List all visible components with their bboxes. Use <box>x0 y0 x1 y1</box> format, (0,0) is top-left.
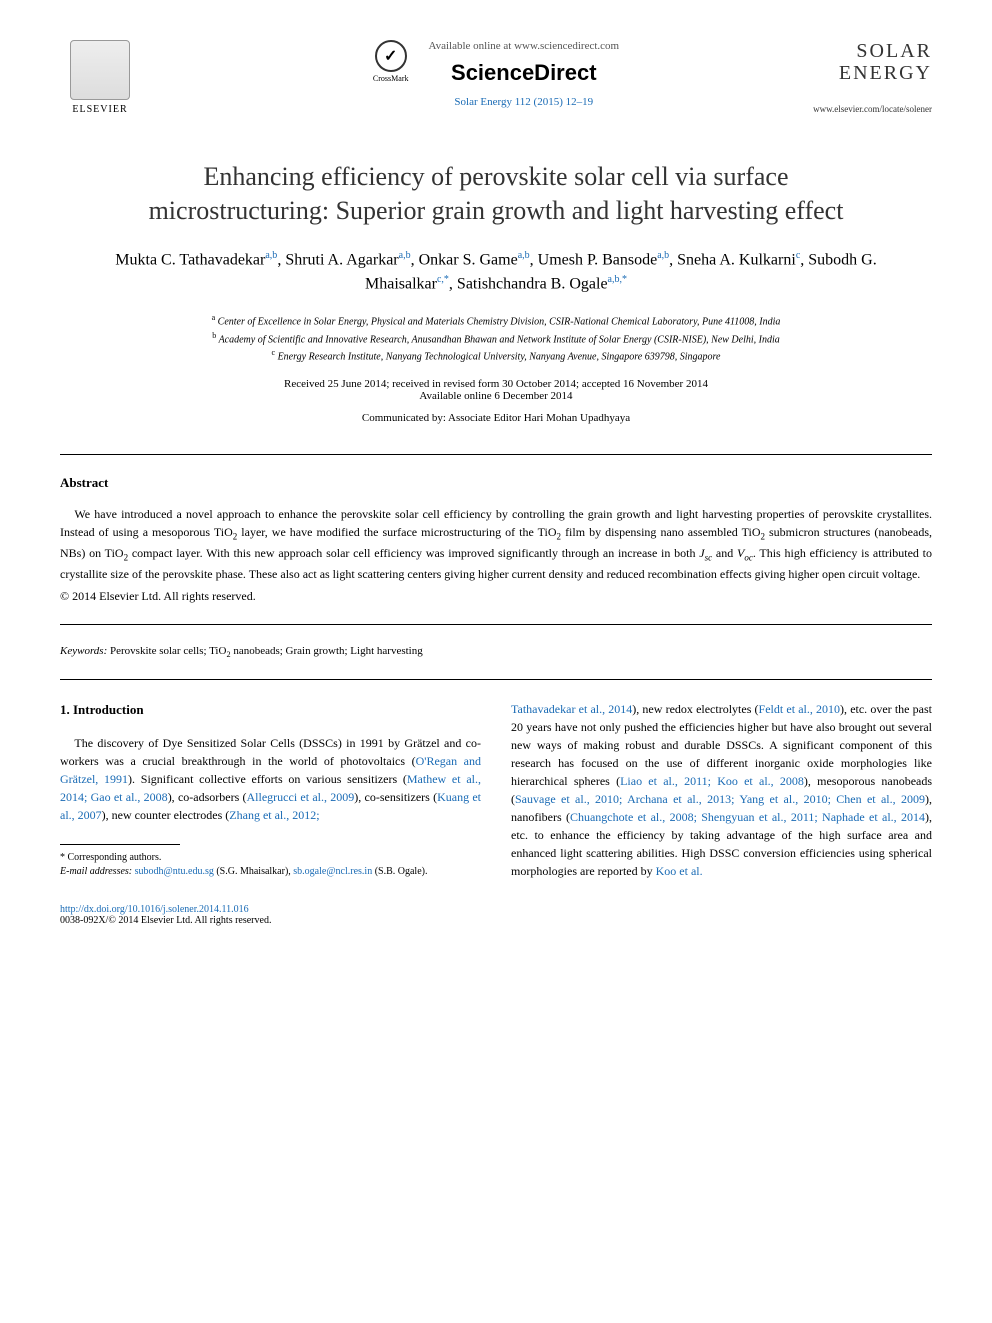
journal-reference[interactable]: Solar Energy 112 (2015) 12–19 <box>428 96 619 108</box>
header-center: ✓ CrossMark Available online at www.scie… <box>190 40 802 108</box>
article-title: Enhancing efficiency of perovskite solar… <box>120 160 872 228</box>
divider-bottom <box>60 679 932 680</box>
crossmark-badge[interactable]: ✓ CrossMark <box>373 40 409 83</box>
sciencedirect-logo[interactable]: ScienceDirect <box>428 60 619 86</box>
abstract-text: We have introduced a novel approach to e… <box>60 505 932 583</box>
issn-copyright: 0038-092X/© 2014 Elsevier Ltd. All right… <box>60 915 932 926</box>
divider-top <box>60 454 932 455</box>
email-line: E-mail addresses: subodh@ntu.edu.sg (S.G… <box>60 865 481 879</box>
available-line: Available online 6 December 2014 <box>60 390 932 402</box>
footnote-separator <box>60 844 180 845</box>
affiliation-b: b Academy of Scientific and Innovative R… <box>60 330 932 347</box>
crossmark-label: CrossMark <box>373 74 409 83</box>
footnotes: * Corresponding authors. E-mail addresse… <box>60 851 481 879</box>
elsevier-label: ELSEVIER <box>72 104 127 115</box>
affiliations: a Center of Excellence in Solar Energy, … <box>60 312 932 364</box>
journal-logo: SOLAR ENERGY <box>802 40 932 84</box>
abstract-heading: Abstract <box>60 475 932 491</box>
journal-url[interactable]: www.elsevier.com/locate/solener <box>802 104 932 114</box>
intro-paragraph-left: The discovery of Dye Sensitized Solar Ce… <box>60 734 481 824</box>
column-left: 1. Introduction The discovery of Dye Sen… <box>60 700 481 880</box>
elsevier-tree-icon <box>70 40 130 100</box>
journal-logo-line2: ENERGY <box>802 62 932 84</box>
intro-heading: 1. Introduction <box>60 700 481 720</box>
divider-mid <box>60 624 932 625</box>
body-columns: 1. Introduction The discovery of Dye Sen… <box>60 700 932 880</box>
communicated-by: Communicated by: Associate Editor Hari M… <box>60 412 932 424</box>
email-label: E-mail addresses: <box>60 866 132 877</box>
intro-paragraph-right: Tathavadekar et al., 2014), new redox el… <box>511 700 932 880</box>
journal-logo-line1: SOLAR <box>802 40 932 62</box>
doi-link[interactable]: http://dx.doi.org/10.1016/j.solener.2014… <box>60 904 932 915</box>
affiliation-c: c Energy Research Institute, Nanyang Tec… <box>60 347 932 364</box>
journal-brand-block: SOLAR ENERGY www.elsevier.com/locate/sol… <box>802 40 932 114</box>
emails: subodh@ntu.edu.sg (S.G. Mhaisalkar), sb.… <box>135 866 428 877</box>
received-line: Received 25 June 2014; received in revis… <box>60 378 932 390</box>
available-online-text: Available online at www.sciencedirect.co… <box>428 40 619 52</box>
page-footer: http://dx.doi.org/10.1016/j.solener.2014… <box>60 904 932 926</box>
keywords-text: Perovskite solar cells; TiO2 nanobeads; … <box>110 645 423 657</box>
column-right: Tathavadekar et al., 2014), new redox el… <box>511 700 932 880</box>
abstract-copyright: © 2014 Elsevier Ltd. All rights reserved… <box>60 589 932 604</box>
corresponding-authors: * Corresponding authors. <box>60 851 481 865</box>
elsevier-logo[interactable]: ELSEVIER <box>60 40 140 130</box>
keywords-label: Keywords: <box>60 645 107 657</box>
header: ELSEVIER ✓ CrossMark Available online at… <box>60 40 932 130</box>
crossmark-icon: ✓ <box>375 40 407 72</box>
affiliation-a: a Center of Excellence in Solar Energy, … <box>60 312 932 329</box>
keywords: Keywords: Perovskite solar cells; TiO2 n… <box>60 645 932 659</box>
author-list: Mukta C. Tathavadekara,b, Shruti A. Agar… <box>80 248 912 297</box>
article-dates: Received 25 June 2014; received in revis… <box>60 378 932 402</box>
publisher-logo-block: ELSEVIER <box>60 40 190 130</box>
